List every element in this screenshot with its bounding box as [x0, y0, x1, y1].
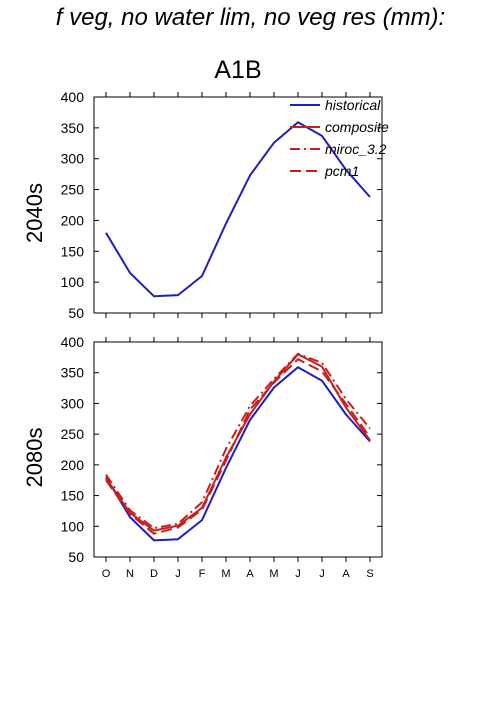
series-line-historical [105, 121, 371, 298]
x-tick-label: J [295, 568, 301, 580]
legend-label: miroc_3.2 [325, 141, 387, 157]
plot-frame [93, 341, 383, 558]
y-tick-label: 250 [61, 426, 85, 442]
y-axis-label: 2080s [22, 428, 47, 488]
x-tick-label: J [175, 568, 181, 580]
legend: historical composite miroc_3.2 pcm1 [290, 97, 389, 179]
y-tick-label: 100 [61, 274, 85, 290]
y-tick-label: 50 [68, 549, 84, 565]
y-tick-label: 400 [61, 89, 85, 105]
x-tick-label: A [342, 568, 350, 580]
x-tick-label: M [269, 568, 278, 580]
legend-label: pcm1 [324, 163, 359, 179]
x-tick-label: M [221, 568, 230, 580]
y-tick-label: 300 [61, 395, 85, 411]
x-tick-label: J [319, 568, 325, 580]
legend-label: historical [325, 97, 381, 113]
page-title: f veg, no water lim, no veg res (mm): [55, 4, 446, 31]
y-tick-label: 50 [68, 305, 84, 321]
panel-2040s: 50 100 150 200 250 300 350 400 2040s [22, 89, 383, 321]
y-tick-label: 300 [61, 151, 85, 167]
x-tick-label: F [199, 568, 206, 580]
plot-frame [93, 96, 383, 314]
panel-2080s: 50 100 150 200 250 300 350 400 O N D J F M A M J J A S 2080s [22, 334, 383, 580]
y-tick-label: 250 [61, 182, 85, 198]
y-tick-label: 400 [61, 334, 85, 350]
y-tick-label: 350 [61, 365, 85, 381]
y-axis-label: 2040s [22, 183, 47, 243]
series-line-miroc-3-2 [105, 352, 371, 530]
y-tick-label: 200 [61, 457, 85, 473]
legend-label: composite [325, 119, 389, 135]
series-line-pcm1 [105, 358, 371, 535]
y-tick-label: 200 [61, 212, 85, 228]
x-tick-label: N [126, 568, 134, 580]
y-tick-label: 100 [61, 518, 85, 534]
scenario-title: A1B [214, 56, 262, 84]
y-tick-label: 350 [61, 120, 85, 136]
y-tick-label: 150 [61, 243, 85, 259]
x-tick-label: O [102, 568, 111, 580]
x-tick-label: S [366, 568, 373, 580]
x-tick-label: A [246, 568, 254, 580]
x-tick-label: D [150, 568, 158, 580]
y-tick-label: 150 [61, 488, 85, 504]
series-line-historical [105, 366, 371, 542]
